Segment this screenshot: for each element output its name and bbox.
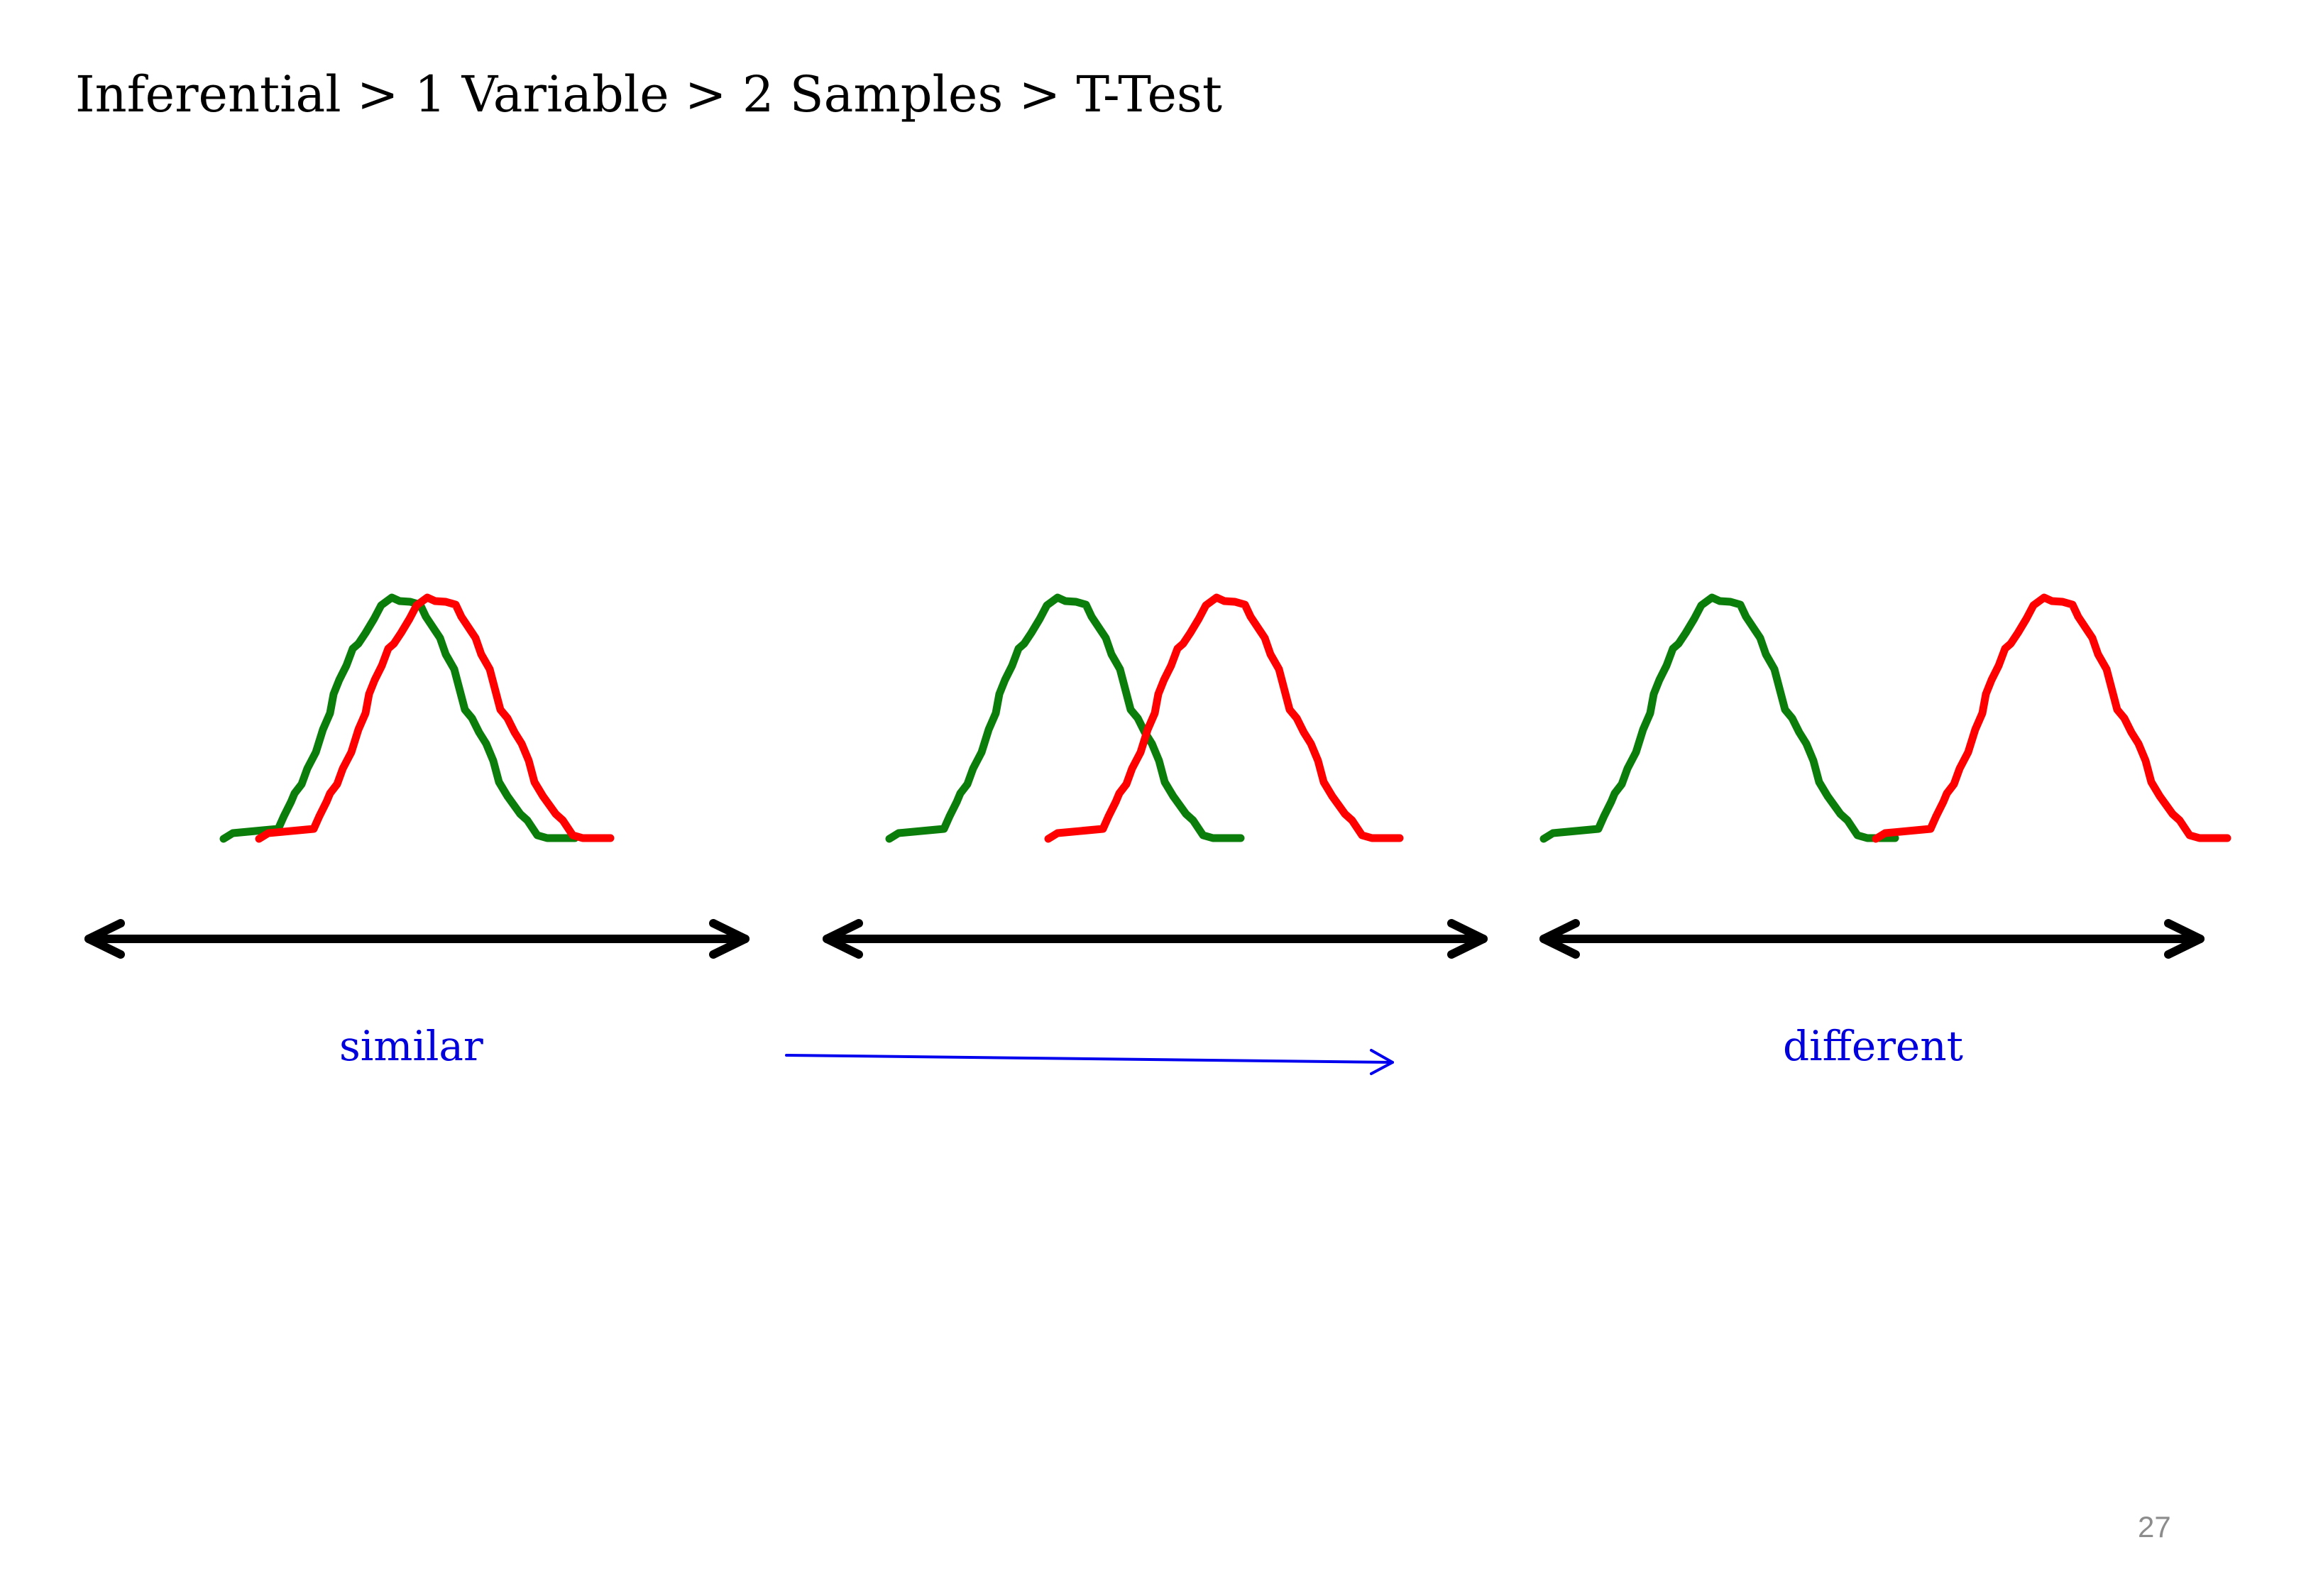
double-arrow-icon-2: [823, 919, 1488, 959]
distribution-green-overlap: [885, 593, 1245, 843]
page-number: 27: [2138, 1510, 2171, 1543]
similar-label: similar: [339, 1022, 483, 1070]
distribution-red-different: [1872, 593, 2231, 843]
distribution-red-overlap: [1044, 593, 1404, 843]
double-arrow-icon-3: [1539, 919, 2205, 959]
slide-title: Inferential > 1 Variable > 2 Samples > T…: [75, 65, 1222, 123]
distribution-green-different: [1539, 593, 1899, 843]
distribution-green-similar: [219, 593, 579, 843]
right-arrow-icon: [785, 1049, 1394, 1075]
different-label: different: [1783, 1022, 1963, 1070]
distribution-red-similar: [255, 593, 615, 843]
double-arrow-icon-1: [84, 919, 750, 959]
